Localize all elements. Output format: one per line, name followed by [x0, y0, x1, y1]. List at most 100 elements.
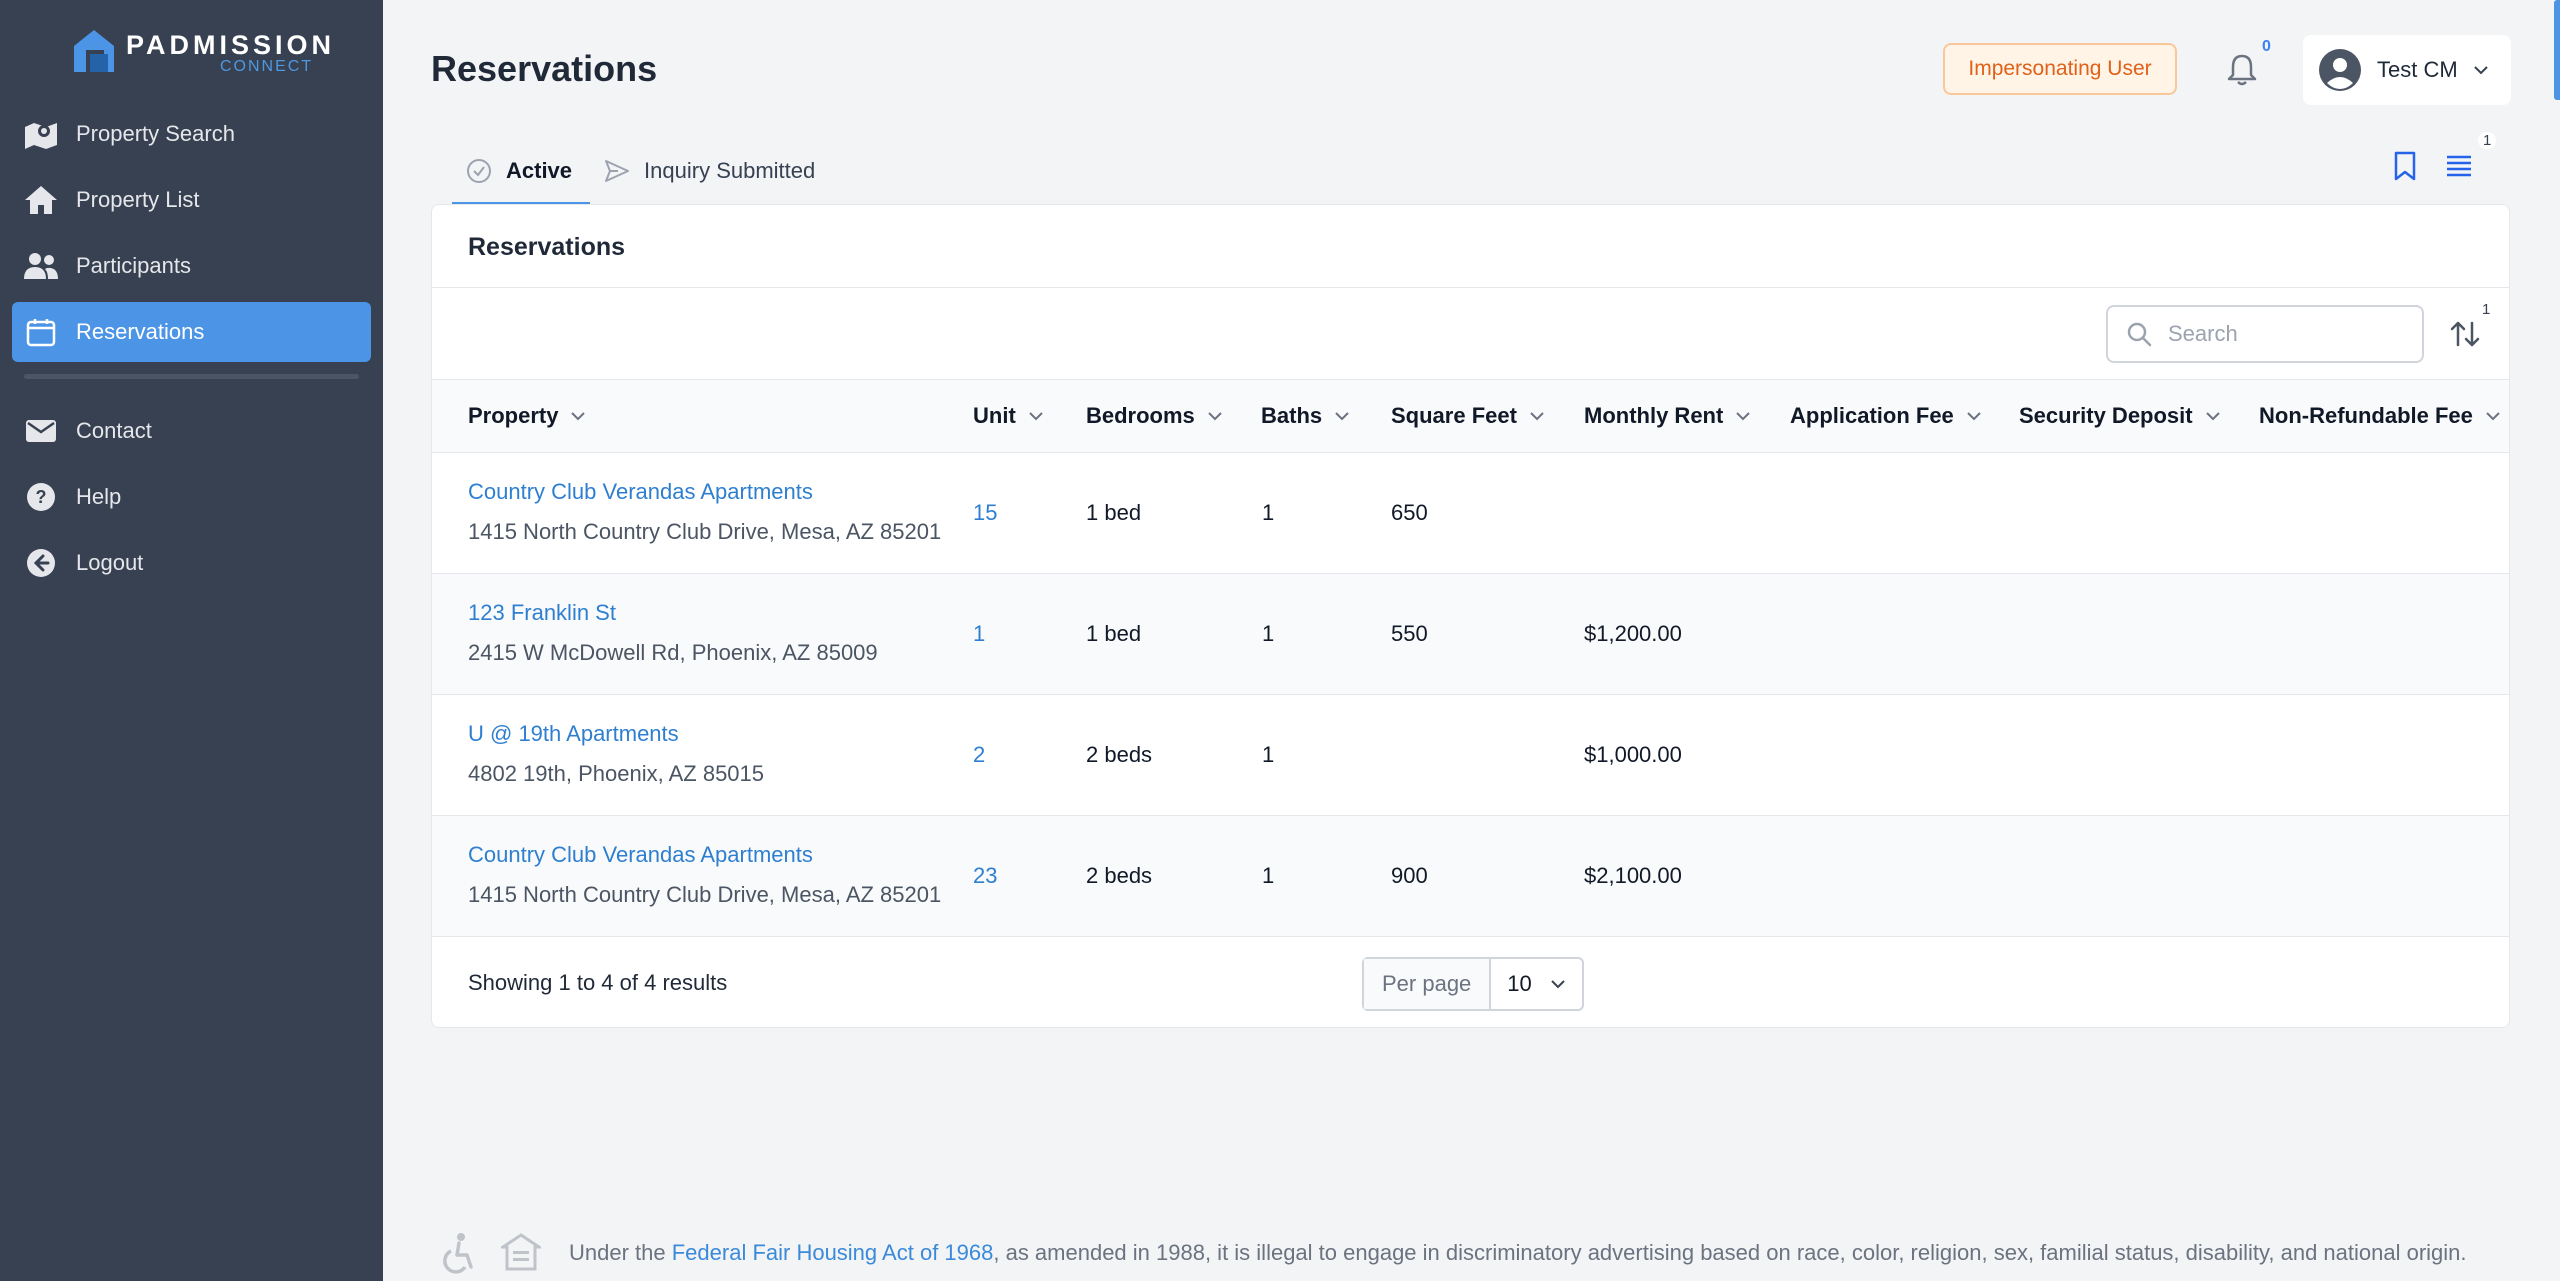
tab-inquiry-submitted[interactable]: Inquiry Submitted — [590, 140, 833, 202]
column-header-unit[interactable]: Unit — [973, 380, 1044, 452]
reservations-card: Reservations 1 Property Unit Bedrooms Ba… — [431, 204, 2510, 1028]
unit-link[interactable]: 23 — [973, 863, 998, 888]
column-header-monthly-rent[interactable]: Monthly Rent — [1584, 380, 1751, 452]
sidebar-item-logout[interactable]: Logout — [12, 533, 371, 593]
bedrooms-cell: 1 bed — [1086, 500, 1142, 525]
per-page-label: Per page — [1364, 959, 1492, 1009]
notifications-bell-icon[interactable] — [2224, 52, 2260, 88]
sidebar-item-participants[interactable]: Participants — [12, 236, 371, 296]
column-header-security-deposit[interactable]: Security Deposit — [2019, 380, 2221, 452]
user-name: Test CM — [2377, 57, 2458, 82]
chevron-down-icon — [2486, 412, 2500, 421]
map-marker-icon — [22, 117, 60, 151]
results-summary: Showing 1 to 4 of 4 results — [468, 970, 728, 995]
rent-cell: $1,000.00 — [1584, 742, 1682, 767]
sidebar-item-property-list[interactable]: Property List — [12, 170, 371, 230]
unit-link[interactable]: 1 — [973, 621, 986, 646]
unit-link[interactable]: 15 — [973, 500, 998, 525]
home-icon — [22, 183, 60, 217]
users-icon — [22, 249, 60, 283]
side-panel-handle[interactable] — [2554, 0, 2560, 100]
envelope-icon — [22, 414, 60, 448]
column-header-property[interactable]: Property — [468, 380, 586, 452]
paper-plane-icon — [605, 160, 630, 182]
sidebar-nav: Property Search Property List Participan… — [12, 104, 371, 599]
legal-text: Under the Federal Fair Housing Act of 19… — [569, 1240, 2467, 1266]
column-label: Baths — [1261, 403, 1323, 428]
question-circle-icon: ? — [22, 480, 60, 514]
bedrooms-cell: 2 beds — [1086, 742, 1153, 767]
bookmark-icon[interactable] — [2390, 150, 2420, 182]
column-header-non-refundable-fee[interactable]: Non-Refundable Fee — [2259, 380, 2501, 452]
property-address: 1415 North Country Club Drive, Mesa, AZ … — [468, 882, 942, 907]
sqft-cell: 900 — [1391, 863, 1428, 888]
sidebar-item-contact[interactable]: Contact — [12, 401, 371, 461]
property-address: 4802 19th, Phoenix, AZ 85015 — [468, 761, 765, 786]
table-row: U @ 19th Apartments 4802 19th, Phoenix, … — [432, 695, 2509, 816]
baths-cell: 1 — [1262, 621, 1275, 646]
sidebar-item-label: Help — [76, 484, 122, 509]
column-label: Security Deposit — [2019, 403, 2193, 428]
accessibility-icon — [443, 1233, 473, 1274]
sidebar-item-label: Property Search — [76, 121, 235, 146]
column-header-baths[interactable]: Baths — [1261, 380, 1350, 452]
column-list-icon[interactable] — [2444, 150, 2474, 182]
sidebar-item-help[interactable]: ? Help — [12, 467, 371, 527]
chevron-down-icon — [1530, 412, 1544, 421]
chevron-down-icon — [1335, 412, 1349, 421]
fair-housing-link[interactable]: Federal Fair Housing Act of 1968 — [671, 1240, 994, 1265]
columns-badge: 1 — [2478, 132, 2497, 149]
tab-active[interactable]: Active — [452, 140, 591, 205]
property-link[interactable]: Country Club Verandas Apartments — [468, 842, 813, 867]
sidebar-item-label: Logout — [76, 550, 144, 575]
chevron-down-icon — [1967, 412, 1981, 421]
column-header-bedrooms[interactable]: Bedrooms — [1086, 380, 1223, 452]
table-row: 123 Franklin St 2415 W McDowell Rd, Phoe… — [432, 574, 2509, 695]
column-header-square-feet[interactable]: Square Feet — [1391, 380, 1545, 452]
legal-prefix: Under the — [569, 1240, 672, 1265]
column-label: Property — [468, 403, 559, 428]
rent-cell: $2,100.00 — [1584, 863, 1682, 888]
sidebar-item-property-search[interactable]: Property Search — [12, 104, 371, 164]
sidebar-item-reservations[interactable]: Reservations — [12, 302, 371, 362]
sort-arrows-icon[interactable] — [2448, 317, 2482, 351]
column-header-application-fee[interactable]: Application Fee — [1790, 380, 1982, 452]
brand-logo[interactable]: PADMISSION CONNECT — [72, 28, 332, 76]
sqft-cell: 550 — [1391, 621, 1428, 646]
page-title: Reservations — [431, 48, 658, 89]
column-label: Bedrooms — [1086, 403, 1195, 428]
impersonating-user-badge[interactable]: Impersonating User — [1943, 43, 2177, 95]
search-input[interactable] — [2166, 320, 2410, 348]
property-link[interactable]: 123 Franklin St — [468, 600, 616, 625]
sidebar-item-label: Contact — [76, 418, 152, 443]
column-label: Application Fee — [1790, 403, 1954, 428]
reservation-tabs: Active Inquiry Submitted — [452, 140, 833, 205]
sort-badge: 1 — [2482, 301, 2491, 318]
sidebar-item-label: Property List — [76, 187, 200, 212]
arrow-left-circle-icon — [22, 546, 60, 580]
card-title: Reservations — [468, 233, 626, 261]
chevron-down-icon — [1208, 412, 1222, 421]
search-icon — [2127, 322, 2152, 347]
column-label: Non-Refundable Fee — [2259, 403, 2473, 428]
sidebar: PADMISSION CONNECT Property Search Prope… — [0, 0, 383, 1281]
user-menu[interactable]: Test CM — [2303, 35, 2511, 105]
per-page-select[interactable]: 10 — [1491, 959, 1581, 1009]
sidebar-item-label: Participants — [76, 253, 191, 278]
brand-name: PADMISSION — [126, 30, 336, 60]
unit-link[interactable]: 2 — [973, 742, 986, 767]
equal-housing-icon — [501, 1233, 541, 1271]
sidebar-divider — [24, 374, 359, 379]
property-cell: Country Club Verandas Apartments 1415 No… — [468, 842, 941, 908]
property-link[interactable]: U @ 19th Apartments — [468, 721, 679, 746]
table-row: Country Club Verandas Apartments 1415 No… — [432, 816, 2509, 937]
per-page-control: Per page 10 — [1362, 957, 1584, 1011]
chevron-down-icon — [2205, 412, 2220, 421]
search-box[interactable] — [2106, 305, 2424, 363]
table-row: Country Club Verandas Apartments 1415 No… — [432, 453, 2509, 574]
property-cell: 123 Franklin St 2415 W McDowell Rd, Phoe… — [468, 600, 878, 666]
chevron-down-icon — [1029, 412, 1043, 421]
bedrooms-cell: 1 bed — [1086, 621, 1142, 646]
property-link[interactable]: Country Club Verandas Apartments — [468, 479, 813, 504]
property-address: 2415 W McDowell Rd, Phoenix, AZ 85009 — [468, 640, 878, 665]
